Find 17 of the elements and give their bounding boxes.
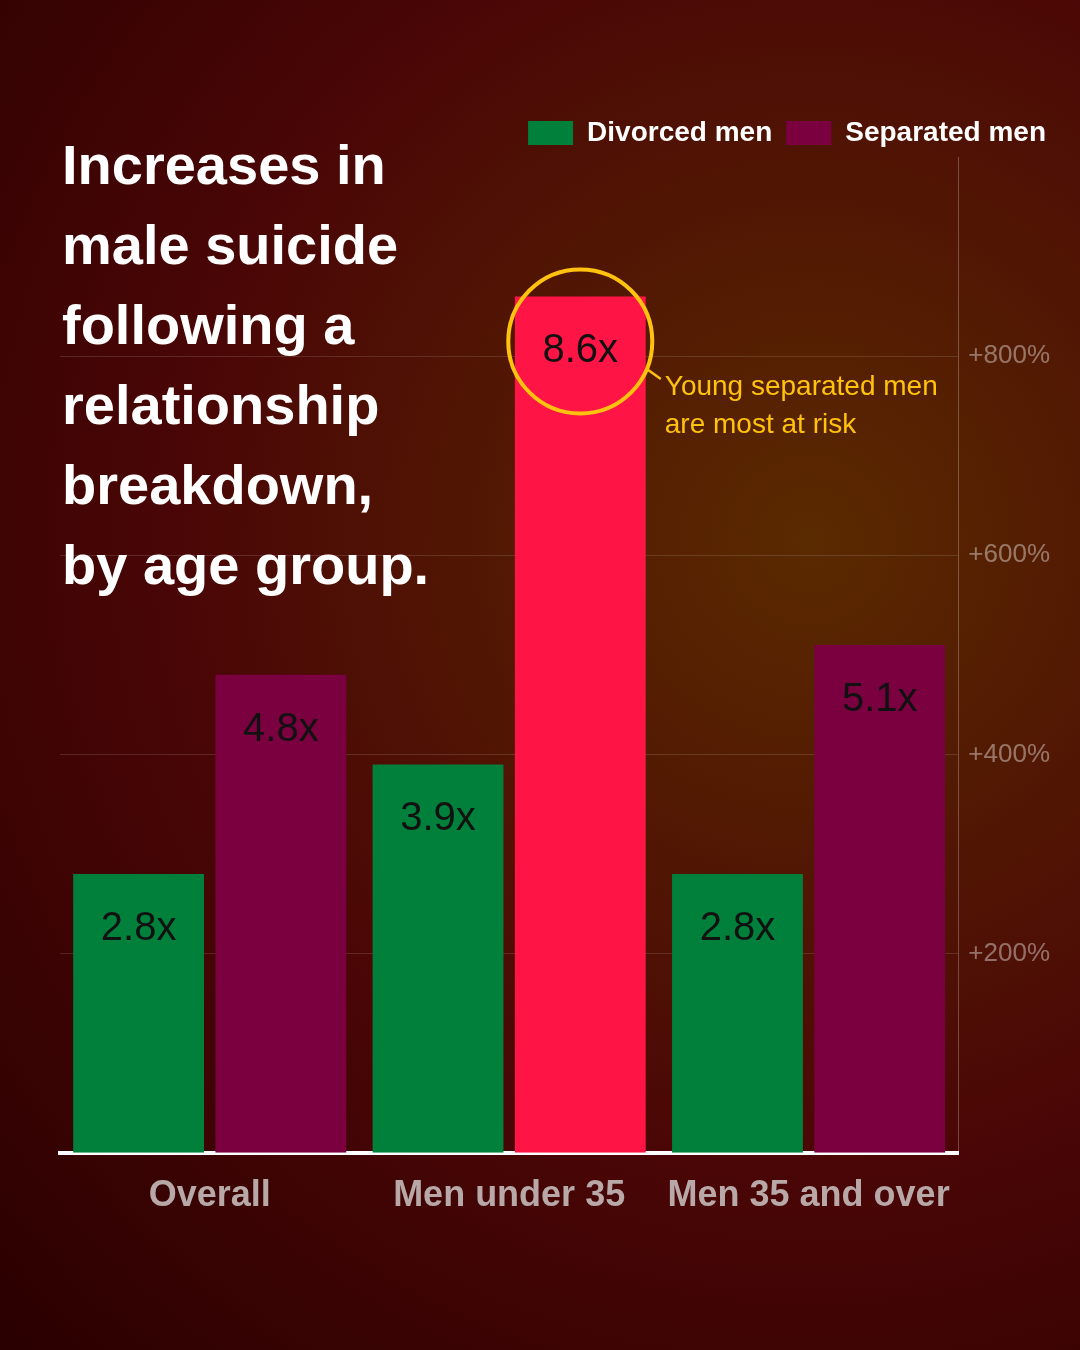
legend-label: Divorced men	[587, 115, 773, 147]
data-label: 2.8x	[100, 904, 177, 949]
data-label: 2.8x	[699, 904, 776, 949]
legend-label: Separated men	[845, 115, 1047, 147]
data-label: 3.9x	[400, 794, 476, 839]
y-tick-label: +600%	[968, 538, 1051, 569]
y-tick-label: +200%	[968, 936, 1051, 967]
data-label: 4.8x	[243, 704, 319, 749]
x-tick-label: Men 35 and over	[667, 1173, 950, 1215]
x-tick-label: Men under 35	[393, 1173, 626, 1215]
x-tick-label: Overall	[148, 1173, 271, 1215]
data-label: 5.1x	[841, 674, 918, 719]
data-label: 8.6x	[542, 326, 619, 371]
text: Increases in male suicide following a relationship breakdown, by age group.	[62, 132, 431, 598]
annotation: Young separated men are most at risk	[664, 369, 938, 439]
y-tick-label: +800%	[968, 339, 1051, 370]
y-tick-label: +400%	[968, 737, 1051, 768]
